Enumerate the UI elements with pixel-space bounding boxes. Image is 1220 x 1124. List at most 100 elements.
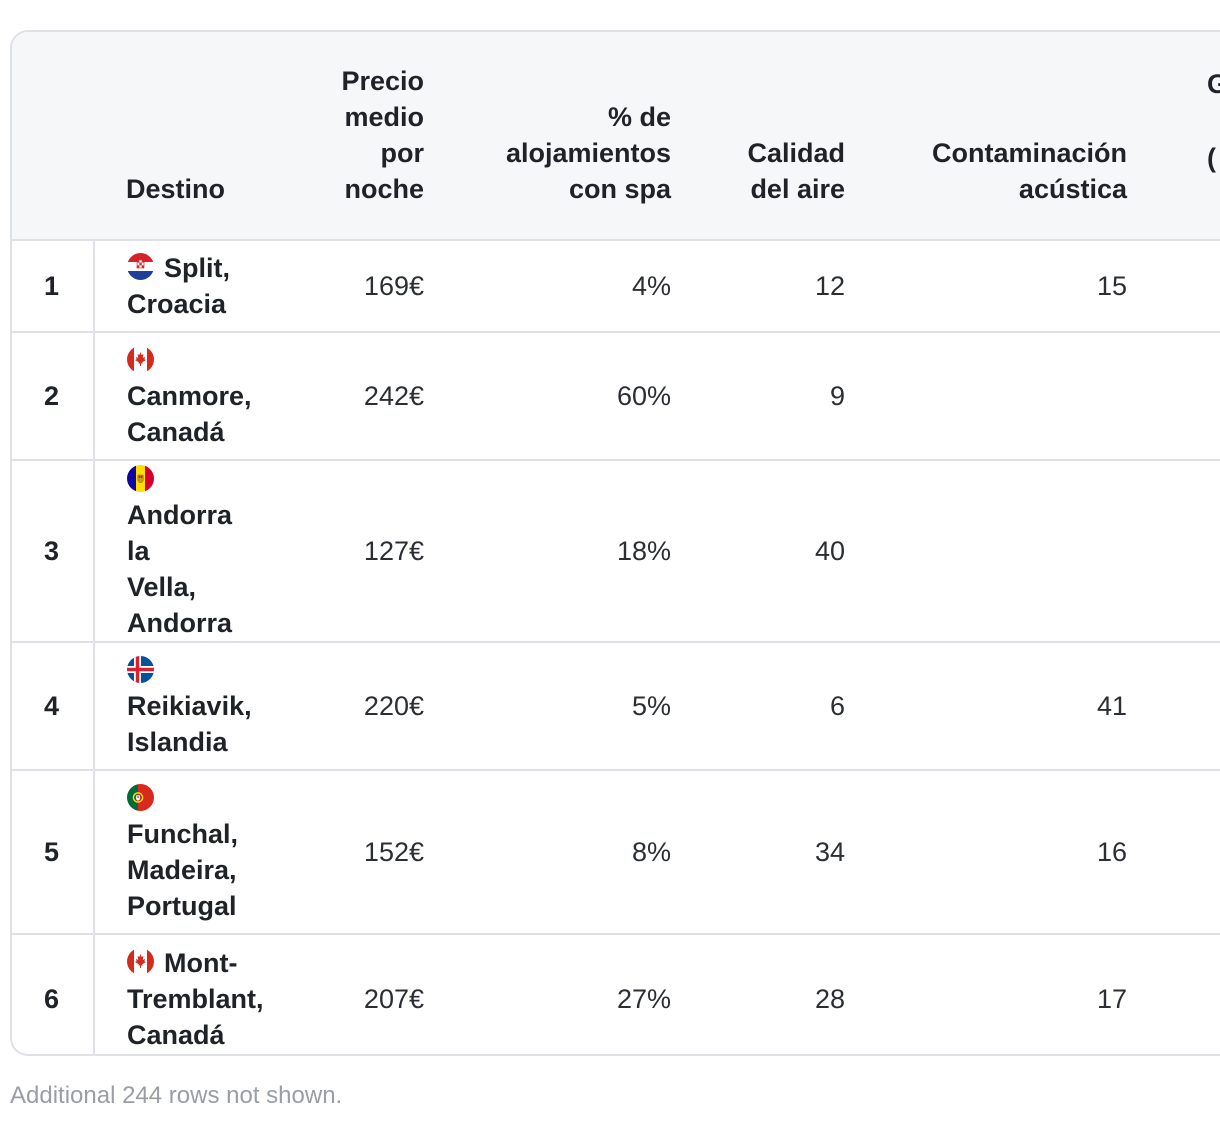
destination-text: Portugal	[127, 891, 237, 921]
next-column-cell	[1127, 642, 1220, 770]
header-price-line: por	[380, 138, 425, 168]
spa-cell: 5%	[631, 691, 671, 721]
destination-line: Split,	[127, 250, 261, 286]
destination-text: Vella,	[127, 572, 197, 602]
rank-cell: 3	[12, 460, 95, 642]
canada-flag-icon	[127, 947, 154, 975]
price-cell: 152€	[363, 837, 424, 867]
flag-line	[127, 342, 261, 378]
destination-text: Tremblant,	[127, 983, 264, 1014]
noise-cell	[845, 332, 1127, 460]
destination-text: Andorra	[127, 608, 233, 638]
header-noise-pollution[interactable]: Contaminación acústica	[845, 32, 1127, 241]
noise-cell: 15	[1096, 271, 1127, 301]
air-quality-cell: 9	[829, 381, 845, 411]
destinations-table-container: Destino Precio medio por noche % de aloj…	[10, 30, 1220, 1056]
spa-cell: 18%	[616, 536, 671, 566]
air-quality-cell: 40	[814, 536, 845, 566]
header-next-line: G	[1207, 69, 1220, 99]
header-rank[interactable]	[12, 32, 94, 241]
table-row[interactable]: 2 Canmore, Canadá 242€ 60% 9	[12, 332, 1220, 460]
price-cell: 220€	[363, 691, 424, 721]
destination-text: Funchal,	[127, 819, 239, 849]
header-spa[interactable]: % de alojamientos con spa	[424, 32, 671, 241]
rank-cell: 2	[12, 332, 95, 460]
header-noise-line: acústica	[1018, 174, 1127, 204]
portugal-flag-icon	[127, 784, 154, 811]
flag-line	[127, 652, 261, 688]
rows-not-shown-note: Additional 244 rows not shown.	[10, 1082, 343, 1109]
noise-cell	[845, 460, 1127, 642]
header-price-line: noche	[344, 174, 424, 204]
table-row[interactable]: 3 Andorra la Vella, Andorra 127€ 18% 40	[12, 460, 1220, 642]
noise-cell: 17	[1096, 983, 1127, 1014]
table-row[interactable]: 6 Mont- Tremblant, Canadá 207€ 27% 28 17	[12, 934, 1220, 1054]
destination-cell: Andorra la Vella, Andorra	[94, 460, 269, 642]
spa-cell: 8%	[631, 837, 671, 867]
next-column-cell	[1127, 460, 1220, 642]
price-cell: 207€	[363, 983, 424, 1014]
noise-cell: 41	[1096, 691, 1127, 721]
next-column-cell	[1127, 332, 1220, 460]
price-cell: 169€	[363, 271, 424, 301]
table-row[interactable]: 1 Split, Croacia 169€ 4% 12 15	[12, 240, 1220, 332]
header-price-line: Precio	[341, 66, 424, 96]
rank-cell: 4	[12, 642, 95, 770]
header-price[interactable]: Precio medio por noche	[269, 32, 425, 241]
destination-text: Canmore,	[127, 381, 252, 411]
header-next-line: (	[1207, 143, 1216, 173]
destination-text: Mont-	[164, 947, 238, 978]
header-spa-line: con spa	[568, 174, 671, 204]
croatia-flag-icon	[127, 253, 154, 280]
flag-line	[127, 461, 261, 497]
rank-cell: 6	[12, 934, 95, 1054]
spa-cell: 27%	[616, 983, 671, 1014]
canada-flag-icon	[127, 346, 154, 373]
header-destination[interactable]: Destino	[94, 32, 269, 241]
destination-cell: Split, Croacia	[94, 240, 269, 332]
air-quality-cell: 12	[814, 271, 845, 301]
air-quality-cell: 34	[814, 837, 845, 867]
destination-text: Canadá	[127, 1019, 225, 1050]
air-quality-cell: 6	[829, 691, 845, 721]
price-cell: 242€	[363, 381, 424, 411]
destination-text: Madeira,	[127, 855, 237, 885]
destination-text: Andorra la	[127, 500, 233, 566]
header-spa-line: % de	[607, 102, 671, 132]
destination-line: Croacia	[127, 286, 261, 322]
destination-line: Canadá	[127, 1017, 261, 1053]
table-row[interactable]: 5 Funchal, Madeira, Portugal 152€ 8% 34 16	[12, 770, 1220, 934]
destination-line: Tremblant,	[127, 981, 264, 1017]
rank-cell: 1	[12, 240, 95, 332]
andorra-flag-icon	[127, 465, 154, 492]
noise-cell: 16	[1096, 837, 1127, 867]
destination-cell: Reikiavik, Islandia	[94, 642, 269, 770]
next-column-cell	[1127, 240, 1220, 332]
destination-text: Canadá	[127, 417, 225, 447]
table-row[interactable]: 4 Reikiavik, Islandia 220€ 5% 6 41	[12, 642, 1220, 770]
price-cell: 127€	[363, 536, 424, 566]
destination-text: Islandia	[127, 727, 228, 757]
destination-text: Reikiavik,	[127, 691, 252, 721]
table-header-row: Destino Precio medio por noche % de aloj…	[12, 32, 1220, 241]
spa-cell: 4%	[631, 271, 671, 301]
header-air-quality[interactable]: Calidad del aire	[671, 32, 845, 241]
destination-cell: Funchal, Madeira, Portugal	[94, 770, 269, 934]
rank-cell: 5	[12, 770, 95, 934]
next-column-cell	[1127, 770, 1220, 934]
header-spa-line: alojamientos	[505, 138, 671, 168]
destination-line: Mont-	[127, 945, 261, 981]
destination-cell: Mont- Tremblant, Canadá	[94, 934, 269, 1054]
air-quality-cell: 28	[814, 983, 845, 1014]
spa-cell: 60%	[616, 381, 671, 411]
header-air-line: Calidad	[747, 138, 845, 168]
next-column-cell	[1127, 934, 1220, 1054]
header-next-partial[interactable]: G (	[1127, 32, 1220, 241]
iceland-flag-icon	[127, 656, 154, 683]
destination-text: Croacia	[127, 289, 227, 319]
destination-text: Split,	[164, 253, 230, 283]
header-air-line: del aire	[750, 174, 845, 204]
destinations-table: Destino Precio medio por noche % de aloj…	[12, 32, 1220, 1054]
destination-cell: Canmore, Canadá	[94, 332, 269, 460]
header-noise-line: Contaminación	[931, 138, 1127, 168]
